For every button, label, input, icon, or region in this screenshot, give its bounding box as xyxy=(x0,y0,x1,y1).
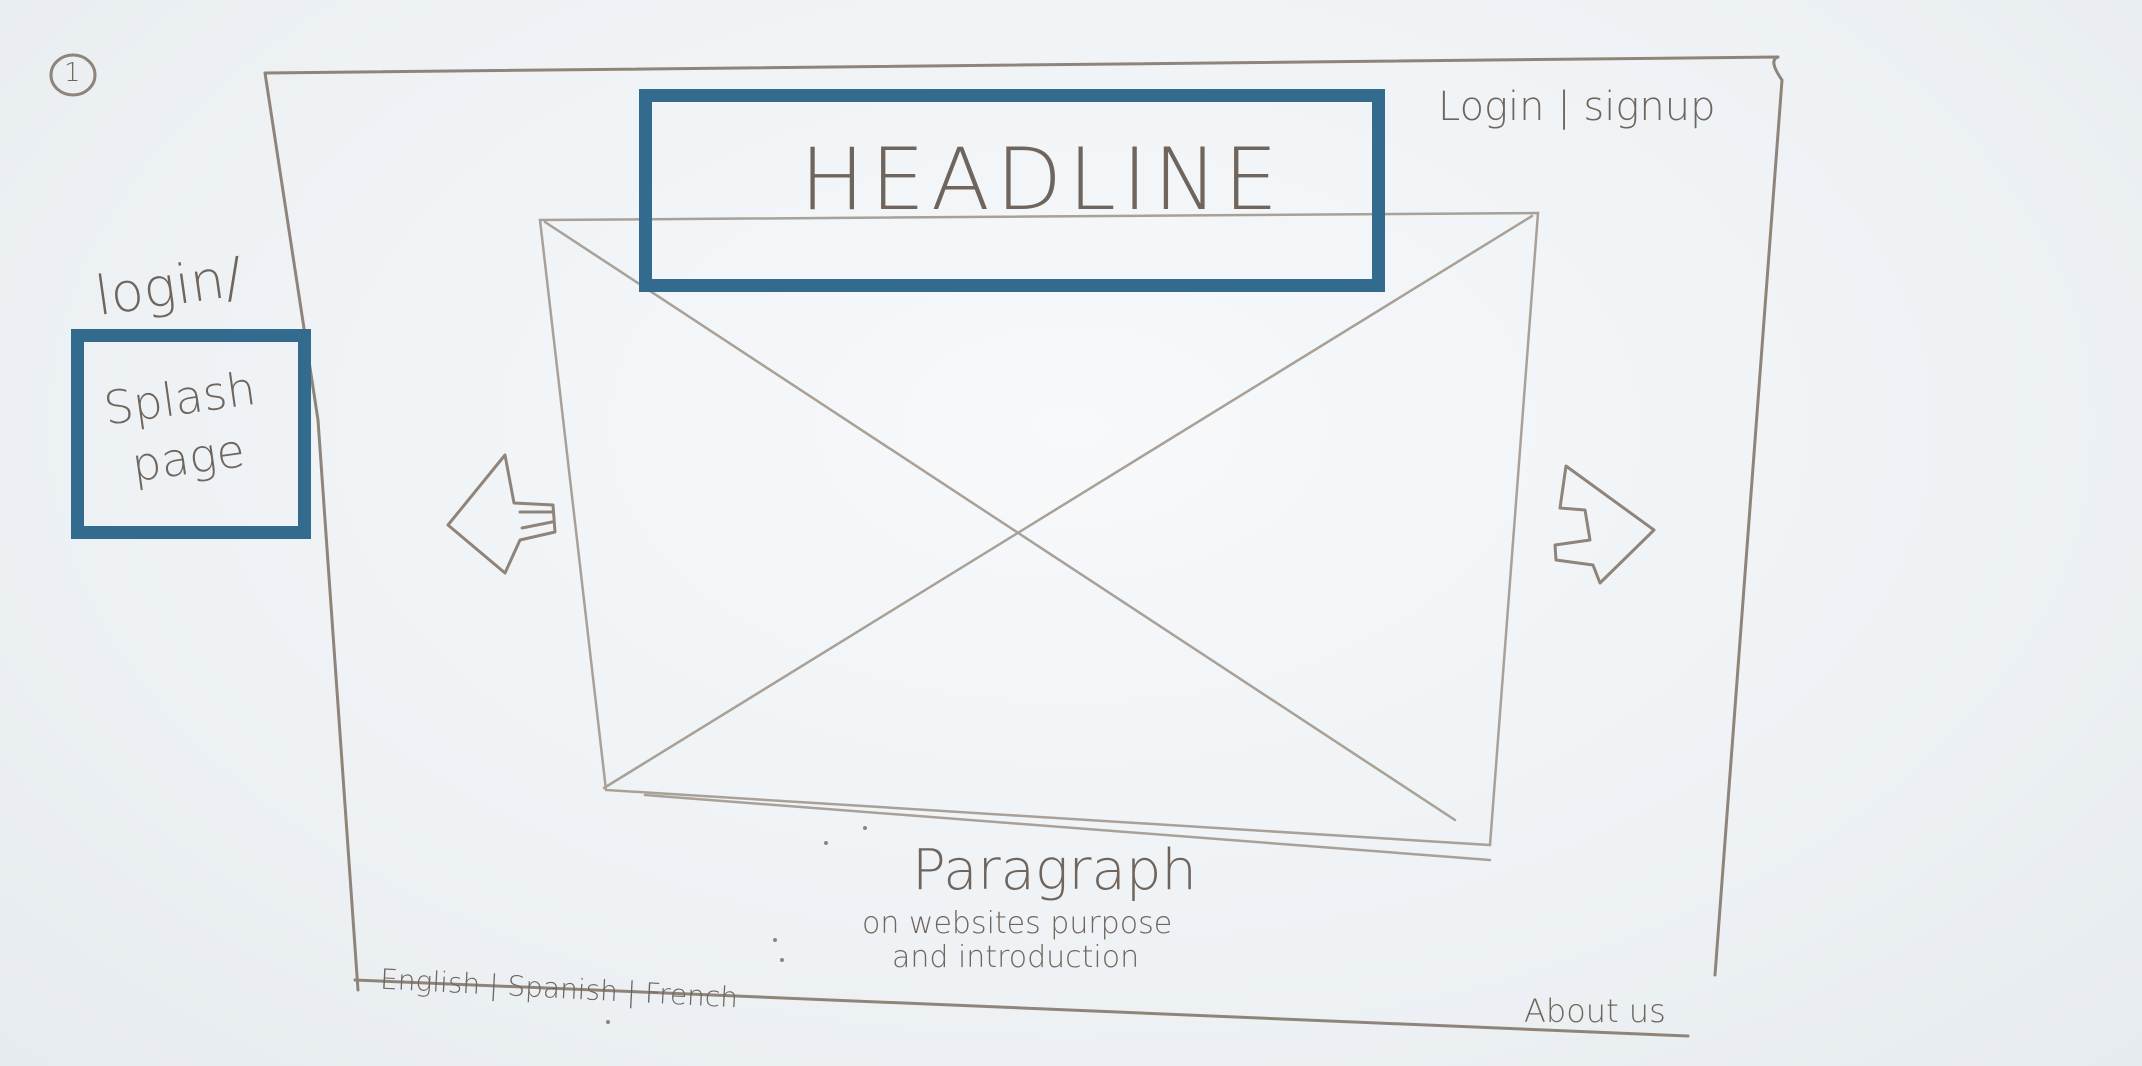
arrow-left-icon[interactable] xyxy=(446,453,557,575)
pencil-dot xyxy=(863,826,867,830)
pencil-dot xyxy=(824,841,828,845)
paragraph-line-2: and introduction xyxy=(892,940,1140,975)
pencil-dot xyxy=(773,938,777,942)
pencil-dot xyxy=(606,1020,610,1024)
about-us-link[interactable]: About us xyxy=(1524,992,1666,1030)
page-number-circle xyxy=(49,53,97,97)
image-placeholder-icon xyxy=(543,214,1534,822)
paragraph-title: Paragraph xyxy=(912,838,1197,903)
page-frame xyxy=(263,55,1784,1038)
page-number: 1 xyxy=(64,58,81,88)
pencil-dot xyxy=(780,958,784,962)
side-note-boxed: Splash page xyxy=(100,360,260,493)
headline-highlight xyxy=(639,89,1385,292)
splash-page-highlight xyxy=(71,329,311,539)
paragraph-line-1: on websites purpose xyxy=(862,906,1173,941)
image-placeholder-frame xyxy=(538,211,1540,862)
headline: HEADLINE xyxy=(800,130,1285,230)
arrow-right-icon[interactable] xyxy=(1553,464,1656,585)
login-signup-link[interactable]: Login | signup xyxy=(1438,84,1716,130)
